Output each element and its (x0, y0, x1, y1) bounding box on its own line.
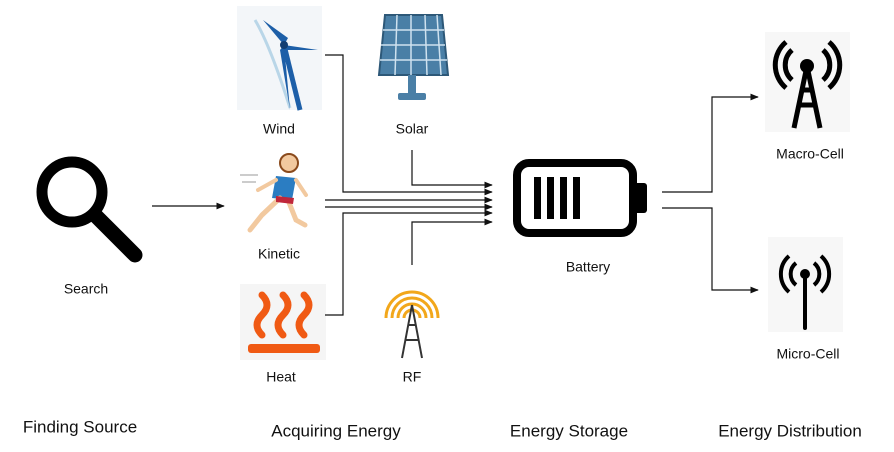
node-label: Heat (266, 369, 296, 385)
stage-label: Acquiring Energy (271, 421, 401, 440)
node-label: Wind (263, 121, 295, 137)
kinetic-icon (240, 154, 306, 230)
node-label: Battery (566, 259, 610, 275)
micro-cell-icon (768, 237, 843, 332)
page: {"stages": ["Finding Source", "Acquiring… (0, 0, 894, 447)
node-label: Micro-Cell (777, 346, 840, 362)
node-label: RF (403, 369, 422, 385)
node-label: Macro-Cell (776, 146, 844, 162)
search-icon (42, 162, 135, 255)
node-label: Solar (396, 121, 429, 137)
heat-icon (240, 284, 326, 360)
stage-label: Energy Distribution (718, 421, 862, 440)
node-label: Search (64, 281, 108, 297)
battery-icon (517, 163, 647, 233)
stage-label: Energy Storage (510, 421, 628, 440)
stage-label: Finding Source (23, 417, 137, 436)
rf-icon (386, 292, 438, 358)
diagram: Search Wind Solar Kinetic Heat RF (0, 0, 894, 447)
wind-icon (237, 6, 322, 110)
macro-cell-icon (765, 32, 850, 132)
solar-icon (379, 15, 448, 100)
connectors (662, 97, 758, 290)
node-label: Kinetic (258, 246, 300, 262)
